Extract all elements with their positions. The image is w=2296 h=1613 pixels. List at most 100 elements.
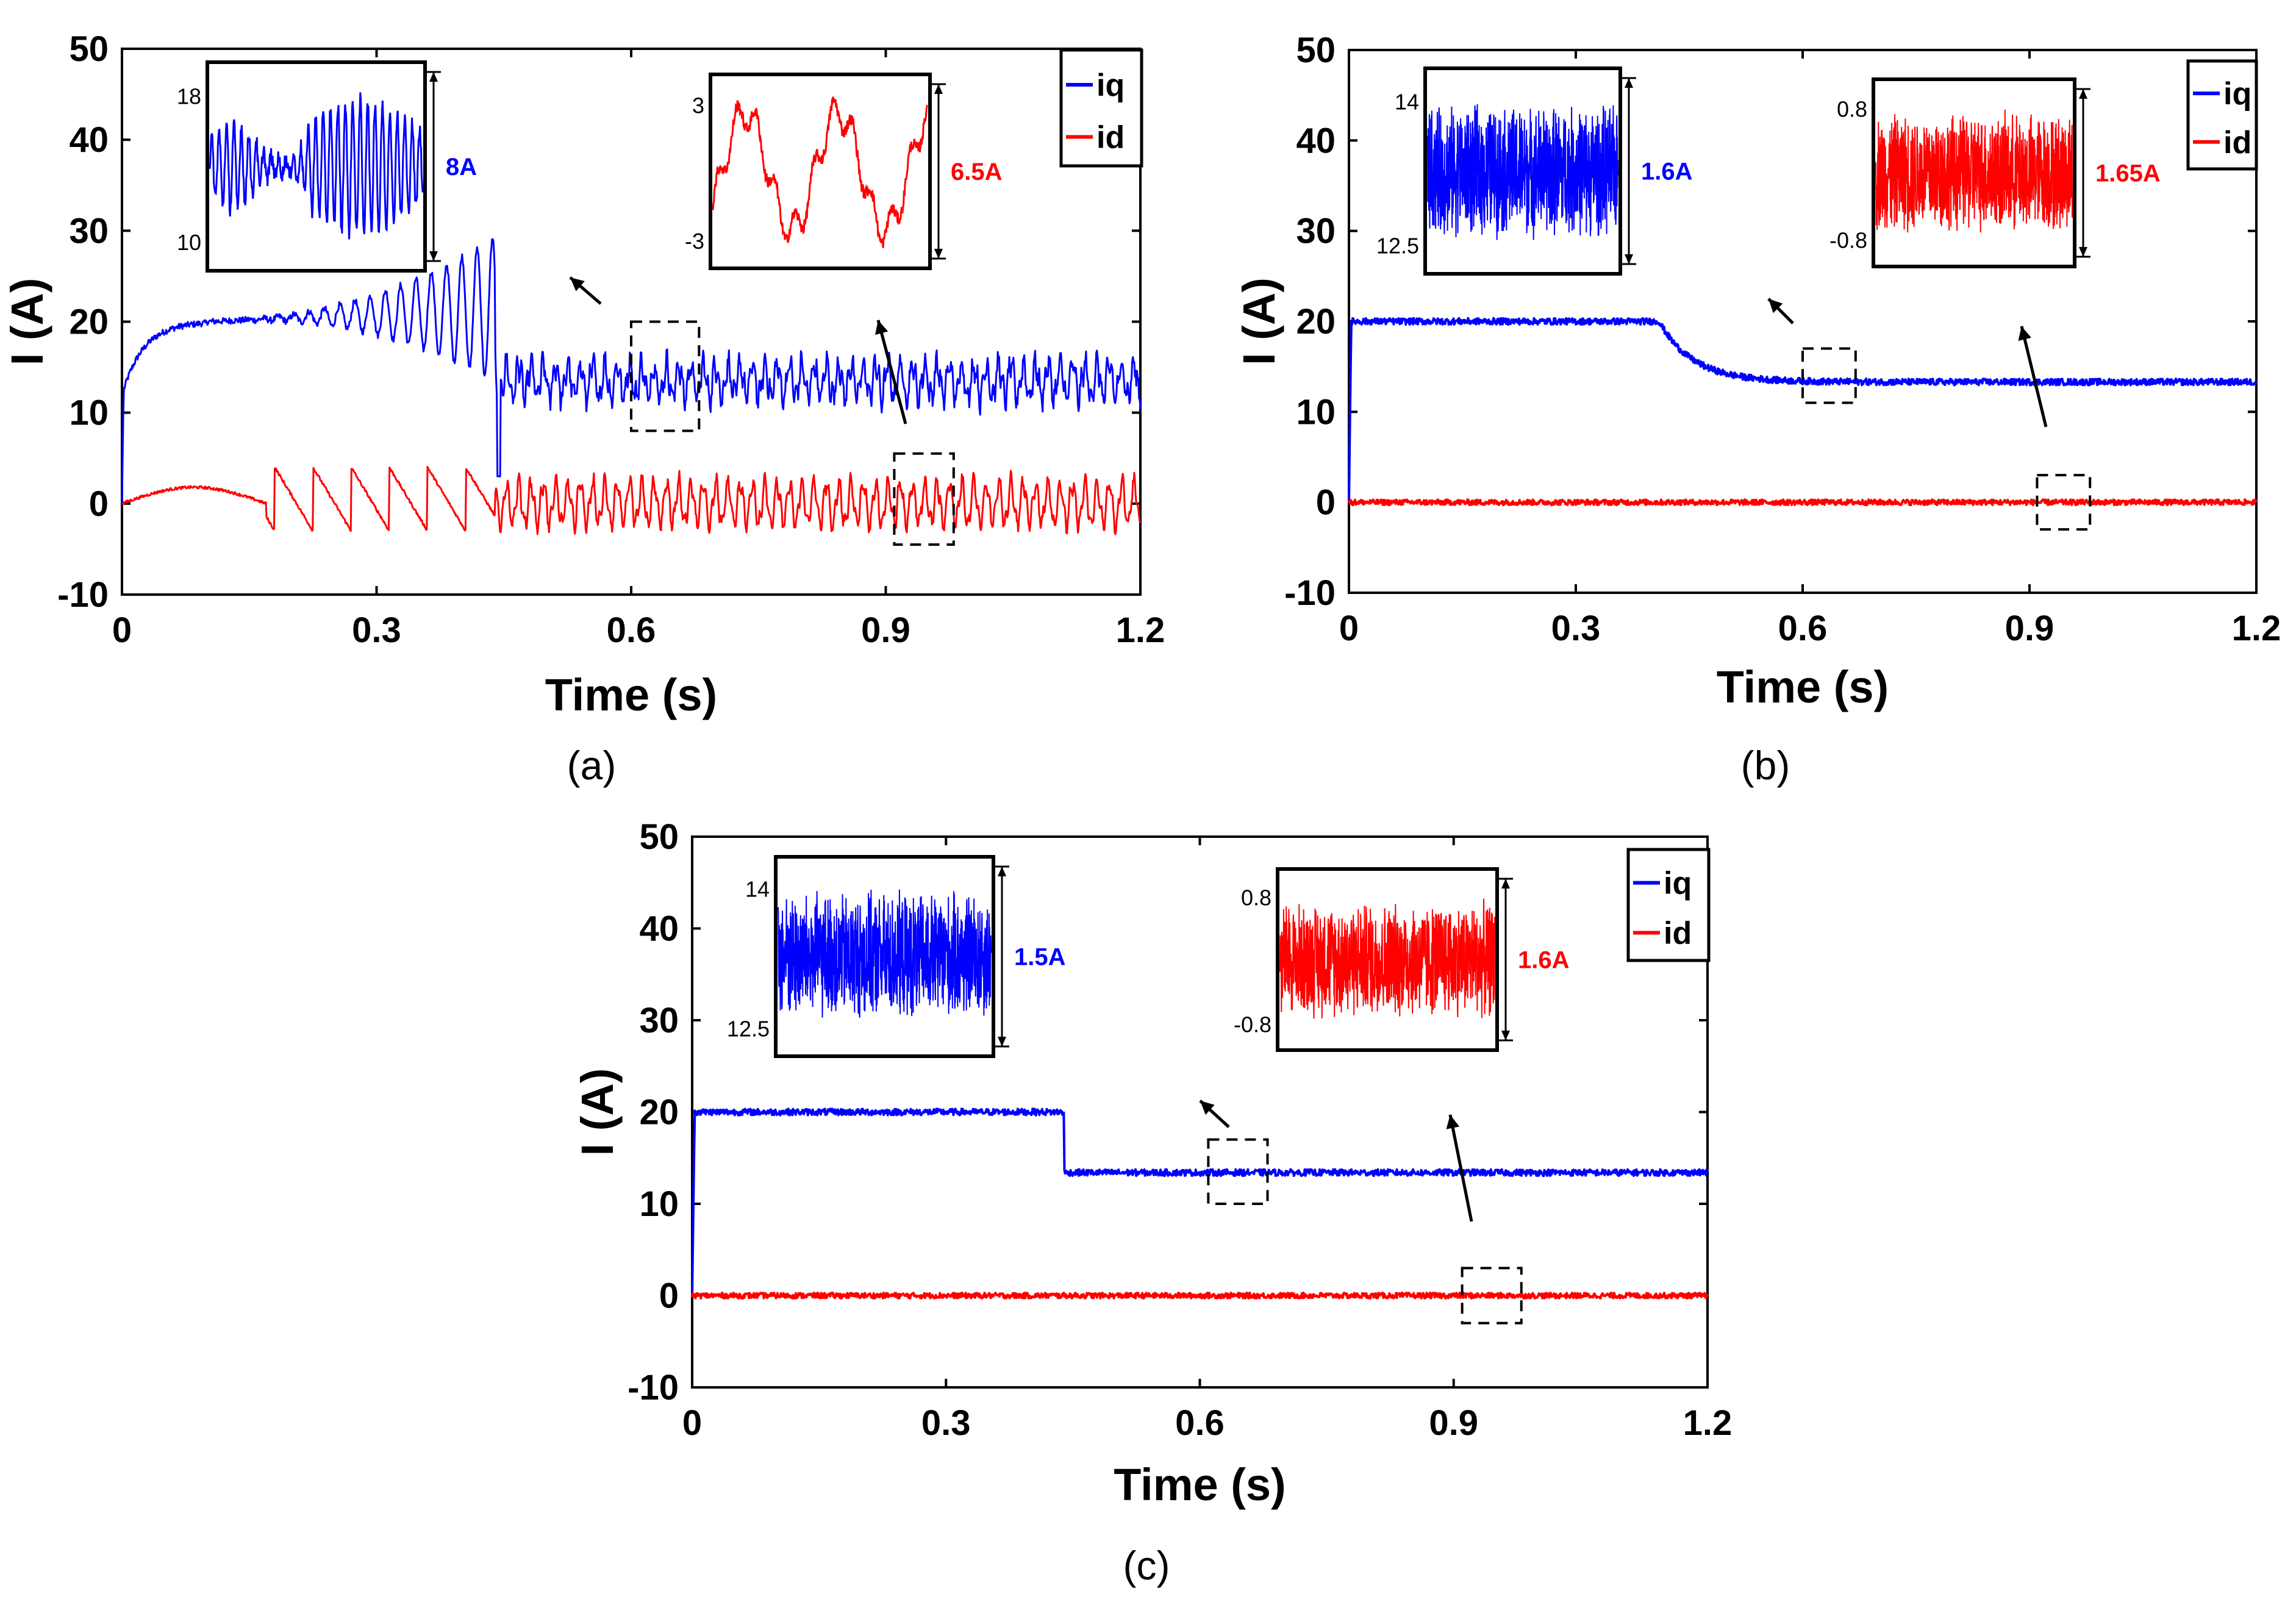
inset-iq: 18 10 8A	[177, 60, 477, 273]
ripple-arrowhead	[1625, 254, 1633, 264]
inset-tick-label: 14	[1395, 89, 1419, 114]
x-tick-label: 0.3	[1551, 609, 1601, 648]
inset-frame	[709, 73, 932, 270]
y-tick-label: 30	[1296, 212, 1336, 251]
series-line-iq	[691, 1107, 1709, 1296]
y-axis-label: I (A)	[2, 278, 52, 366]
pointer-arrow-head	[1200, 1101, 1215, 1115]
series-line-id	[121, 466, 1142, 535]
x-tick-label: 0	[682, 1403, 702, 1443]
x-tick-label: 0	[112, 610, 132, 650]
y-tick-label: -10	[1284, 573, 1336, 613]
inset-id: 0.8 -0.8 1.6A	[1234, 867, 1570, 1052]
ripple-label-id: 1.65A	[2095, 160, 2161, 187]
ripple-arrowhead	[1501, 879, 1510, 889]
y-tick-label: 10	[1296, 392, 1336, 432]
y-tick-label: 50	[69, 29, 109, 69]
x-tick-label: 1.2	[1683, 1403, 1733, 1443]
x-tick-label: 0.6	[607, 610, 656, 650]
y-tick-label: 10	[69, 393, 109, 433]
inset-waveform-iq	[209, 92, 424, 240]
zoom-box-iq	[1207, 1138, 1269, 1206]
pointer-arrow-line	[876, 320, 907, 424]
panel-caption: (b)	[1741, 743, 1790, 788]
x-axis-label: Time (s)	[1114, 1459, 1286, 1510]
inset-tick-label: -0.8	[1234, 1012, 1271, 1037]
ripple-arrowhead	[998, 867, 1006, 876]
inset-waveform-id	[1279, 898, 1495, 1019]
ripple-arrowhead	[934, 84, 943, 94]
inset-tick-label: 3	[692, 93, 704, 118]
y-tick-label: 50	[639, 817, 679, 857]
series-line-id	[1348, 498, 2258, 507]
ripple-arrowhead	[2079, 247, 2087, 257]
y-tick-label: -10	[57, 575, 109, 615]
y-tick-label: 20	[1296, 302, 1336, 342]
x-tick-label: 0.9	[1429, 1403, 1478, 1443]
x-tick-label: 0.9	[2005, 609, 2055, 648]
inset-waveform-iq	[1427, 104, 1618, 240]
x-tick-label: 1.2	[2232, 609, 2281, 648]
x-tick-label: 0.9	[861, 610, 910, 650]
inset-tick-label: 12.5	[1376, 233, 1419, 258]
y-tick-label: 0	[1316, 483, 1336, 523]
y-tick-label: 0	[89, 484, 109, 524]
y-tick-label: 20	[69, 302, 109, 342]
inset-waveform-id	[712, 96, 928, 248]
inset-id: 3 -3 6.5A	[685, 73, 1003, 270]
legend-box	[2186, 59, 2258, 171]
x-tick-label: 0.3	[921, 1403, 971, 1443]
pointer-arrow-head	[1768, 299, 1783, 313]
ripple-arrowhead	[429, 251, 438, 261]
ripple-arrowhead	[1625, 78, 1633, 88]
ripple-arrowhead	[1501, 1031, 1510, 1040]
inset-tick-label: 0.8	[1837, 96, 1867, 121]
ripple-label-id: 6.5A	[951, 159, 1003, 185]
x-axis-label: Time (s)	[545, 670, 717, 720]
y-axis-label: I (A)	[1234, 277, 1284, 365]
ripple-label-id: 1.6A	[1518, 947, 1570, 974]
y-tick-label: 50	[1296, 30, 1336, 70]
legend-box	[1059, 48, 1143, 168]
ripple-arrowhead	[934, 249, 943, 259]
legend-label-iq: iq	[1664, 866, 1692, 901]
inset-tick-label: 14	[745, 876, 770, 901]
pointer-arrow-line	[1448, 1114, 1473, 1222]
inset-tick-label: 18	[177, 84, 201, 109]
legend-label-id: id	[1096, 120, 1125, 156]
series-line-iq	[121, 238, 1142, 504]
ripple-arrowhead	[2079, 89, 2087, 99]
x-tick-label: 0.3	[352, 610, 401, 650]
ripple-arrowhead	[998, 1037, 1006, 1046]
series-line-id	[691, 1292, 1709, 1300]
inset-waveform-id	[1875, 109, 2073, 233]
pointer-arrow-head	[1446, 1115, 1460, 1129]
x-axis-label: Time (s)	[1717, 662, 1889, 712]
legend: iq id	[1626, 848, 1711, 962]
x-tick-label: 0.6	[1778, 609, 1828, 648]
legend: iq id	[2186, 59, 2258, 171]
panel-caption: (a)	[567, 743, 617, 788]
x-tick-label: 0.6	[1175, 1403, 1225, 1443]
pointer-arrow-head	[874, 320, 889, 335]
y-tick-label: 30	[69, 211, 109, 251]
inset-id: 0.8 -0.8 1.65A	[1829, 77, 2161, 268]
inset-tick-label: 10	[177, 230, 201, 255]
legend-label-id: id	[2223, 125, 2251, 160]
legend-label-iq: iq	[2223, 76, 2251, 112]
y-tick-label: 0	[659, 1276, 679, 1316]
inset-tick-label: -3	[685, 229, 704, 254]
panel-caption: (c)	[1123, 1543, 1170, 1588]
y-tick-label: 10	[639, 1184, 679, 1224]
inset-tick-label: 12.5	[727, 1016, 770, 1041]
inset-tick-label: -0.8	[1829, 227, 1867, 252]
x-tick-label: 0	[1339, 609, 1359, 648]
series-line-iq	[1348, 317, 2258, 502]
pointer-arrow-line	[2020, 326, 2048, 427]
y-tick-label: -10	[628, 1368, 679, 1407]
pointer-arrow-head	[2018, 326, 2031, 341]
